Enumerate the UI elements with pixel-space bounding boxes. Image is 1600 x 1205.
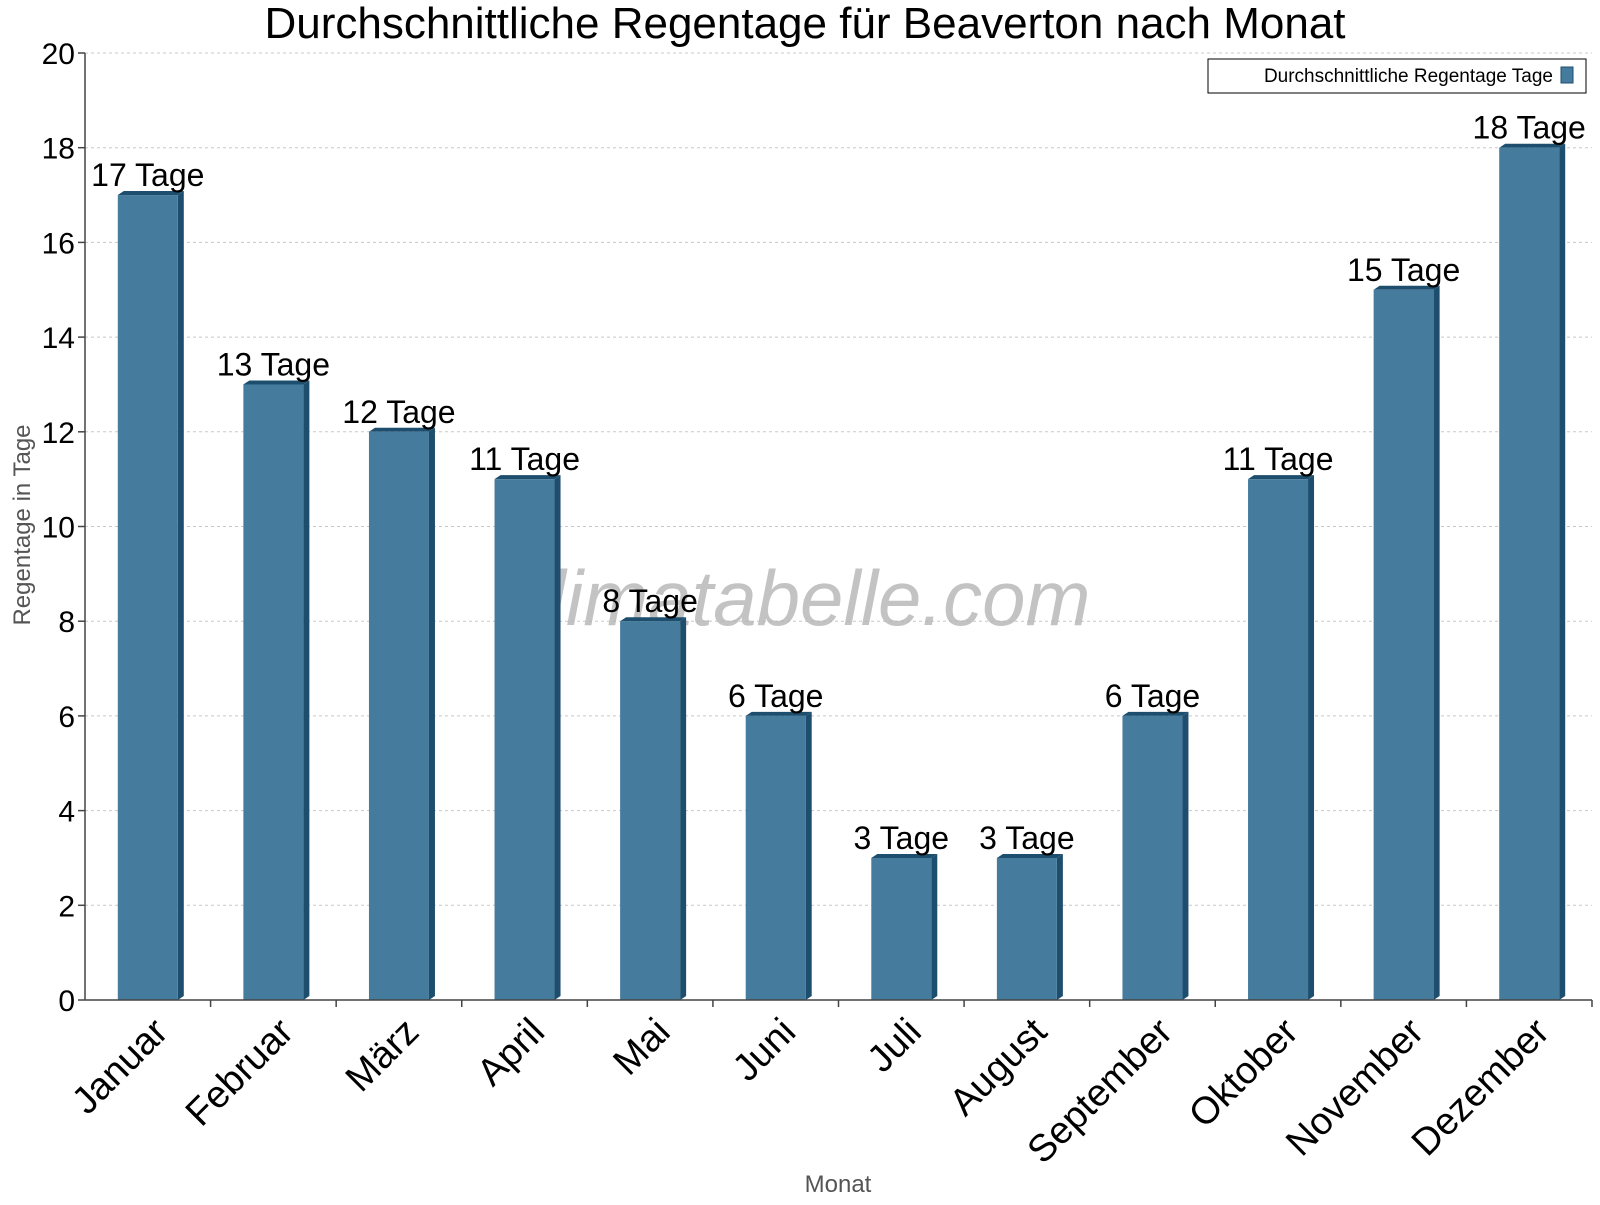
legend-box xyxy=(1207,58,1587,94)
data-label: 12 Tage xyxy=(342,394,455,430)
bar xyxy=(620,621,681,1000)
bar xyxy=(745,715,806,1000)
x-tick-label: Mai xyxy=(605,1011,678,1084)
data-labels: 17 Tage 13 Tage 12 Tage 11 Tage 8 Tage 6 Tage… xyxy=(91,110,1586,856)
y-tick-label: 0 xyxy=(58,985,75,1018)
y-tick-label: 2 xyxy=(58,890,75,923)
data-label: 18 Tage xyxy=(1473,110,1586,146)
bar-group xyxy=(620,617,687,1000)
data-label: 15 Tage xyxy=(1347,252,1460,288)
bar-group xyxy=(996,853,1063,1000)
bar-side xyxy=(428,427,435,1000)
bar-group xyxy=(1373,285,1440,1000)
bar xyxy=(243,384,304,1000)
watermark: klimatabelle.com xyxy=(510,554,1091,642)
bar-top xyxy=(996,853,1063,858)
legend-label: Durchschnittliche Regentage Tage xyxy=(1264,66,1553,87)
bar-top xyxy=(620,617,687,622)
bar-top xyxy=(1122,711,1189,716)
x-axis-title: Monat xyxy=(805,1171,872,1198)
x-tick-label: August xyxy=(942,1010,1056,1124)
x-tick-label: Dezember xyxy=(1404,1010,1558,1164)
y-tick-label: 12 xyxy=(42,417,75,450)
bar-group xyxy=(368,427,435,1000)
bar-group xyxy=(1248,475,1315,1000)
bar-side xyxy=(1308,475,1315,1000)
bar-group xyxy=(243,380,310,1000)
data-label: 13 Tage xyxy=(217,346,330,382)
bar xyxy=(996,857,1057,1000)
legend-swatch xyxy=(1560,66,1574,84)
y-tick-label: 8 xyxy=(58,606,75,639)
bar-side xyxy=(931,853,938,1000)
y-tick-label: 20 xyxy=(42,38,75,71)
x-tick-label: Juni xyxy=(725,1011,804,1090)
bar-side xyxy=(177,191,184,1001)
y-tick-label: 6 xyxy=(58,701,75,734)
bar xyxy=(1499,147,1560,1000)
bar xyxy=(871,857,932,1000)
y-tick-label: 10 xyxy=(42,512,75,545)
bar-top xyxy=(117,191,184,196)
x-tick-label: April xyxy=(469,1011,552,1094)
bar xyxy=(494,479,555,1000)
data-label: 11 Tage xyxy=(1223,441,1334,477)
bar-top xyxy=(368,427,435,432)
y-tick-label: 18 xyxy=(42,133,75,166)
bar-side xyxy=(1559,143,1566,1000)
bar-top xyxy=(1499,143,1566,148)
bar-side xyxy=(1056,853,1063,1000)
gridlines xyxy=(85,52,1592,906)
bar xyxy=(117,195,178,1001)
bar-top xyxy=(745,711,812,716)
data-label: 17 Tage xyxy=(91,157,204,193)
x-tick-label: Juli xyxy=(860,1011,930,1081)
bar xyxy=(368,431,429,1000)
bar xyxy=(1248,479,1309,1000)
data-label: 3 Tage xyxy=(854,820,950,856)
data-label: 8 Tage xyxy=(602,583,698,619)
y-axis-title: Regentage in Tage xyxy=(9,424,36,625)
y-tick-label: 16 xyxy=(42,227,75,260)
x-tick-label: Oktober xyxy=(1181,1010,1307,1136)
bar-side xyxy=(1182,711,1189,1000)
bar-group xyxy=(1499,143,1566,1000)
bar-top xyxy=(243,380,310,385)
y-tick-label: 14 xyxy=(42,322,75,355)
bar-group xyxy=(494,475,561,1000)
x-tick-label: März xyxy=(338,1011,427,1100)
y-tick-label: 4 xyxy=(58,796,75,829)
bar-group xyxy=(1122,711,1189,1000)
bar-top xyxy=(1248,475,1315,480)
bar-group xyxy=(117,191,184,1001)
bar-side xyxy=(303,380,310,1000)
bar-top xyxy=(494,475,561,480)
bar-group xyxy=(871,853,938,1000)
data-label: 6 Tage xyxy=(728,678,824,714)
bars xyxy=(117,143,1566,1001)
legend: Durchschnittliche Regentage Tage xyxy=(1207,58,1587,94)
bar-top xyxy=(1373,285,1440,290)
data-label: 11 Tage xyxy=(469,441,580,477)
bar-side xyxy=(805,711,812,1000)
bar-top xyxy=(871,853,938,858)
bar xyxy=(1122,715,1183,1000)
x-tick-label: November xyxy=(1278,1010,1432,1164)
bar-group xyxy=(745,711,812,1000)
bar-side xyxy=(554,475,561,1000)
bar xyxy=(1373,289,1434,1000)
chart-title: Durchschnittliche Regentage für Beaverto… xyxy=(264,0,1345,48)
bar-side xyxy=(680,617,687,1000)
x-tick-label: Februar xyxy=(178,1010,302,1134)
bar-side xyxy=(1433,285,1440,1000)
data-label: 3 Tage xyxy=(979,820,1075,856)
x-tick-label: Januar xyxy=(64,1010,176,1122)
data-label: 6 Tage xyxy=(1105,678,1201,714)
